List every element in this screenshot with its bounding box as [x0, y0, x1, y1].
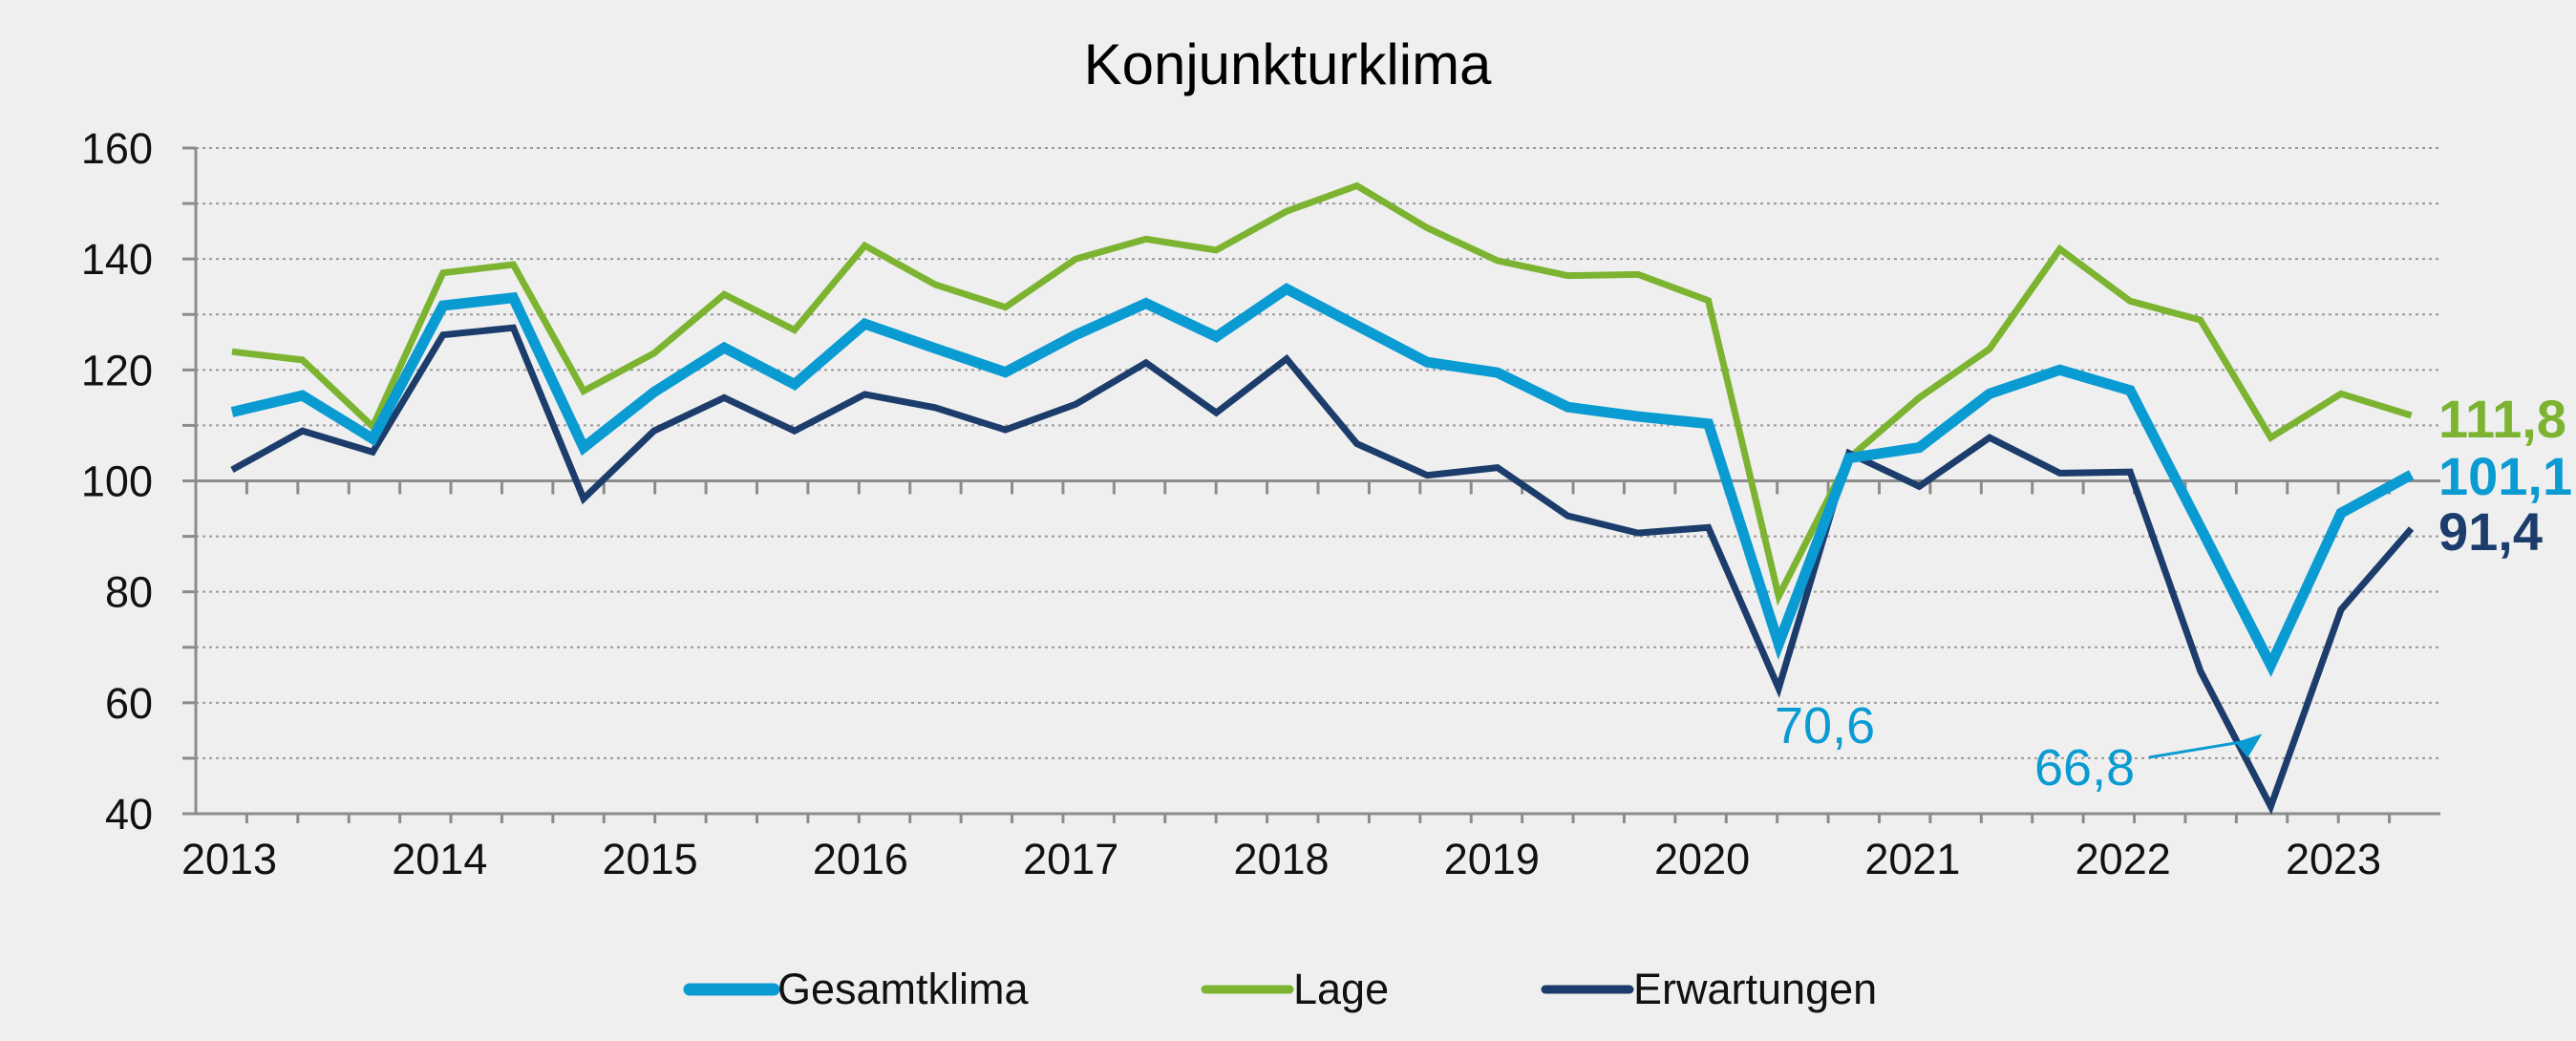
end-label-gesamtklima: 101,1: [2438, 446, 2572, 506]
series-line-erwartungen: [230, 324, 2415, 816]
series-line-lage: [231, 181, 2413, 606]
y-tick-label: 80: [105, 568, 153, 617]
x-tick-label: 2023: [2286, 835, 2381, 883]
x-tick-label: 2020: [1654, 835, 1750, 883]
y-tick-label: 160: [81, 124, 153, 173]
x-tick-label: 2014: [392, 835, 487, 883]
series-lines: [230, 181, 2415, 816]
x-tick-label: 2021: [1864, 835, 1960, 883]
x-tick-label: 2013: [181, 835, 277, 883]
x-tick-label: 2016: [813, 835, 908, 883]
y-tick-label: 40: [105, 790, 153, 839]
series-line-gesamtklima: [230, 283, 2415, 677]
y-tick-label: 60: [105, 679, 153, 728]
axes: 40 60 80 100 120 140 160 2013 2014 2015 2016 2017 20…: [81, 124, 2440, 883]
y-tick-label: 100: [81, 457, 153, 506]
x-tick-label: 2019: [1444, 835, 1540, 883]
end-label-erwartungen: 91,4: [2438, 501, 2543, 562]
annotation-label: 66,8: [2034, 739, 2135, 797]
annotation-label: 70,6: [1775, 697, 1875, 754]
legend-label-lage: Lage: [1293, 965, 1389, 1013]
legend-label-gesamtklima: Gesamtklima: [777, 965, 1030, 1013]
x-tick-label: 2018: [1233, 835, 1329, 883]
annotation-arrow-head: [2235, 733, 2263, 758]
gridlines: [196, 147, 2440, 759]
legend-label-erwartungen: Erwartungen: [1633, 965, 1877, 1013]
y-tick-label: 120: [81, 346, 153, 394]
y-tick-label: 140: [81, 235, 153, 284]
legend: Gesamtklima Lage Erwartungen: [683, 965, 1877, 1013]
chart-title: Konjunkturklima: [1084, 32, 1492, 96]
x-tick-label: 2022: [2076, 835, 2171, 883]
x-tick-label: 2015: [603, 835, 698, 883]
end-label-lage: 111,8: [2438, 389, 2566, 449]
x-tick-label: 2017: [1023, 835, 1118, 883]
